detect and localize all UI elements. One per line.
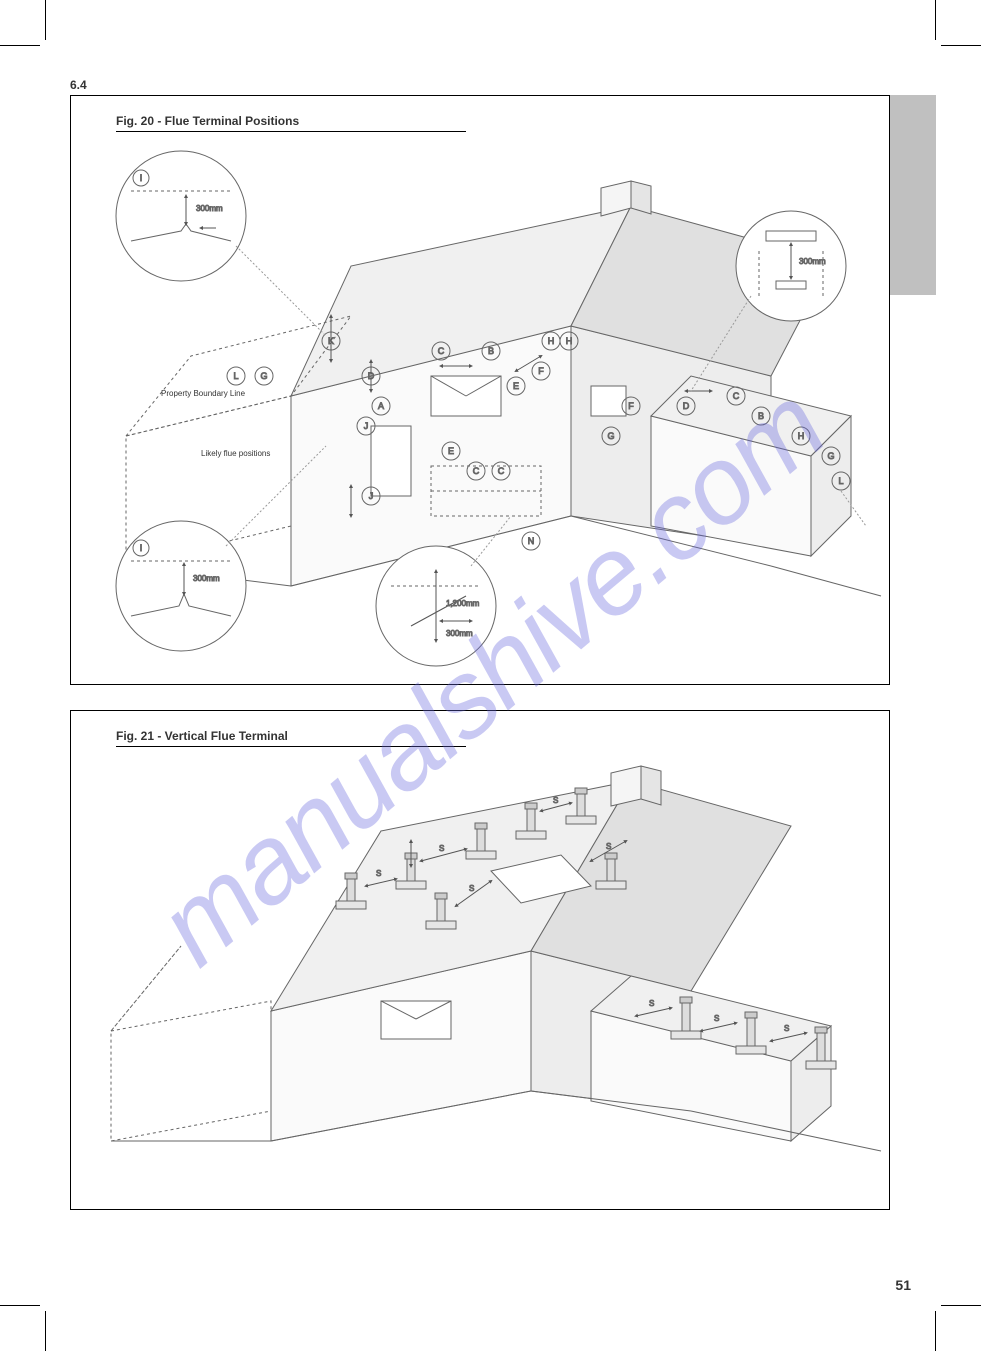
crop-mark — [941, 45, 981, 46]
figure-1-diagram: L G K D A J C B E F H H G F D C B H G L … — [71, 96, 891, 686]
svg-text:E: E — [513, 381, 519, 391]
svg-text:L: L — [233, 371, 238, 381]
svg-text:S: S — [714, 1014, 719, 1023]
svg-text:H: H — [798, 431, 805, 441]
svg-text:J: J — [369, 491, 374, 501]
svg-text:L: L — [838, 476, 843, 486]
svg-text:1,200mm: 1,200mm — [446, 599, 480, 608]
flue-pos-label: Likely flue positions — [201, 449, 270, 458]
svg-text:A: A — [378, 401, 384, 411]
svg-text:300mm: 300mm — [193, 574, 220, 583]
svg-text:G: G — [827, 451, 834, 461]
svg-text:J: J — [364, 421, 369, 431]
figure-2: Fig. 21 - Vertical Flue Terminal — [70, 710, 890, 1210]
figure-1: Fig. 20 - Flue Terminal Positions — [70, 95, 890, 685]
svg-text:H: H — [548, 336, 555, 346]
svg-text:300mm: 300mm — [196, 204, 223, 213]
boundary-label: Property Boundary Line — [161, 389, 246, 398]
svg-text:S: S — [376, 869, 381, 878]
crop-mark — [941, 1305, 981, 1306]
svg-text:B: B — [488, 346, 494, 356]
crop-mark — [45, 0, 46, 40]
page-number: 51 — [895, 1277, 911, 1293]
svg-text:I: I — [140, 543, 143, 553]
svg-text:N: N — [528, 536, 535, 546]
svg-text:S: S — [553, 796, 558, 805]
svg-text:G: G — [260, 371, 267, 381]
svg-text:C: C — [498, 466, 505, 476]
svg-text:I: I — [140, 173, 143, 183]
svg-text:G: G — [607, 431, 614, 441]
svg-text:S: S — [469, 884, 474, 893]
svg-text:C: C — [438, 346, 445, 356]
svg-text:300mm: 300mm — [799, 257, 826, 266]
svg-text:S: S — [784, 1024, 789, 1033]
svg-text:B: B — [758, 411, 764, 421]
svg-text:300mm: 300mm — [446, 629, 473, 638]
figure-2-diagram: S S S S S S S S — [71, 711, 891, 1211]
svg-text:C: C — [473, 466, 480, 476]
crop-mark — [935, 0, 936, 40]
svg-text:F: F — [628, 401, 634, 411]
svg-text:S: S — [649, 999, 654, 1008]
svg-text:C: C — [733, 391, 740, 401]
section-number: 6.4 — [70, 78, 87, 92]
svg-text:F: F — [538, 366, 544, 376]
svg-text:S: S — [606, 842, 611, 851]
crop-mark — [935, 1311, 936, 1351]
svg-text:D: D — [683, 401, 690, 411]
crop-mark — [0, 1305, 40, 1306]
svg-text:H: H — [566, 336, 573, 346]
svg-text:E: E — [448, 446, 454, 456]
crop-mark — [0, 45, 40, 46]
crop-mark — [45, 1311, 46, 1351]
svg-text:S: S — [439, 844, 444, 853]
